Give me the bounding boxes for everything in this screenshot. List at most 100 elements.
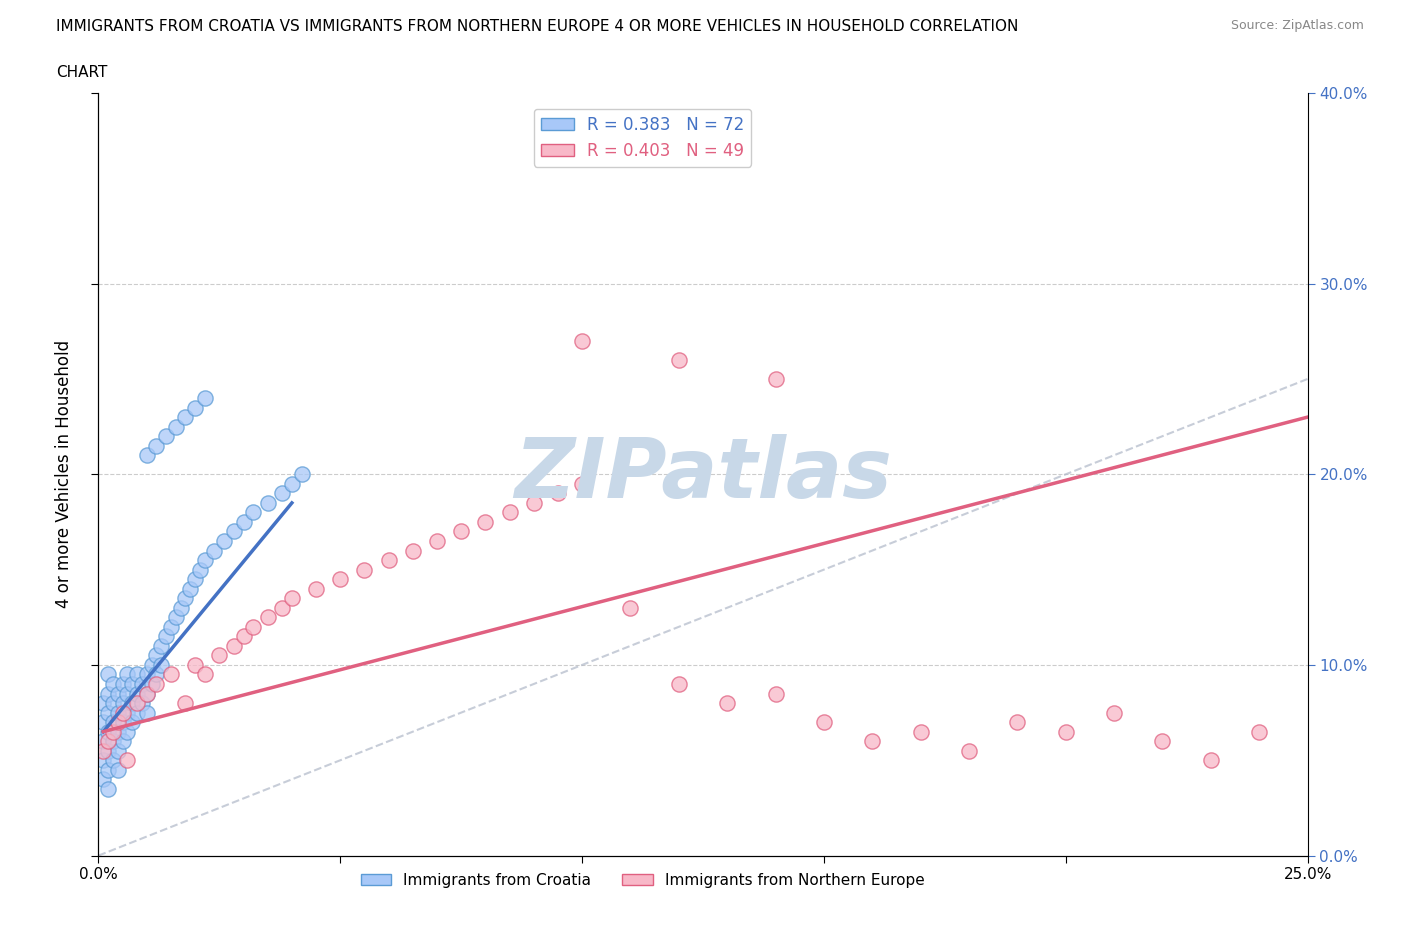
Point [101,714,124,729]
Point [135,705,157,720]
Point [97,743,120,758]
Point [141,658,163,672]
Point [1102,705,1125,720]
Point [111,734,134,749]
Point [256,496,278,511]
Point [957,743,980,758]
Point [97,763,120,777]
Point [716,696,738,711]
Point [1152,734,1174,749]
Point [117,686,139,701]
Point [107,714,129,729]
Point [222,639,245,654]
Point [377,552,399,567]
Point [97,667,120,682]
Point [281,591,304,605]
Point [571,476,593,491]
Point [910,724,932,739]
Point [222,525,245,539]
Point [765,371,787,387]
Point [281,476,304,491]
Point [107,724,129,739]
Point [155,429,177,444]
Point [91,714,114,729]
Point [426,534,449,549]
Text: ZIPatlas: ZIPatlas [515,433,891,515]
Point [150,658,173,672]
Point [813,714,835,729]
Point [97,734,120,749]
Point [107,743,129,758]
Point [194,391,217,405]
Point [101,696,124,711]
Point [232,629,254,644]
Point [1199,753,1222,768]
Point [145,648,167,663]
Point [111,696,134,711]
Point [97,686,120,701]
Point [135,667,157,682]
Point [107,686,129,701]
Point [101,724,124,739]
Point [242,619,264,634]
Point [141,677,163,692]
Point [127,686,149,701]
Point [232,514,254,529]
Point [165,419,187,434]
Point [127,667,149,682]
Point [91,753,114,768]
Point [145,667,167,682]
Point [117,753,139,768]
Point [305,581,328,596]
Point [402,543,425,558]
Point [271,601,294,616]
Point [135,686,157,701]
Point [135,448,157,463]
Point [212,534,235,549]
Legend: Immigrants from Croatia, Immigrants from Northern Europe: Immigrants from Croatia, Immigrants from… [354,867,931,894]
Point [160,619,183,634]
Point [668,352,690,367]
Point [97,724,120,739]
Point [91,734,114,749]
Point [91,743,114,758]
Point [179,581,201,596]
Point [155,629,177,644]
Point [165,610,187,625]
Point [571,334,593,349]
Point [194,667,217,682]
Text: IMMIGRANTS FROM CROATIA VS IMMIGRANTS FROM NORTHERN EUROPE 4 OR MORE VEHICLES IN: IMMIGRANTS FROM CROATIA VS IMMIGRANTS FR… [56,19,1018,33]
Point [101,677,124,692]
Point [91,696,114,711]
Point [498,505,520,520]
Point [184,400,207,415]
Point [107,763,129,777]
Point [208,648,231,663]
Point [174,591,197,605]
Point [131,677,153,692]
Point [117,667,139,682]
Point [131,696,153,711]
Point [474,514,496,529]
Point [765,686,787,701]
Point [91,772,114,787]
Point [97,705,120,720]
Point [121,677,143,692]
Point [619,601,641,616]
Point [174,696,197,711]
Point [329,572,352,587]
Point [1249,724,1271,739]
Text: Source: ZipAtlas.com: Source: ZipAtlas.com [1230,19,1364,32]
Point [184,572,207,587]
Point [111,714,134,729]
Point [668,677,690,692]
Point [127,696,149,711]
Point [150,639,173,654]
Point [145,677,167,692]
Point [117,724,139,739]
Point [194,552,217,567]
Point [204,543,226,558]
Text: CHART: CHART [56,65,108,80]
Point [111,677,134,692]
Point [184,658,207,672]
